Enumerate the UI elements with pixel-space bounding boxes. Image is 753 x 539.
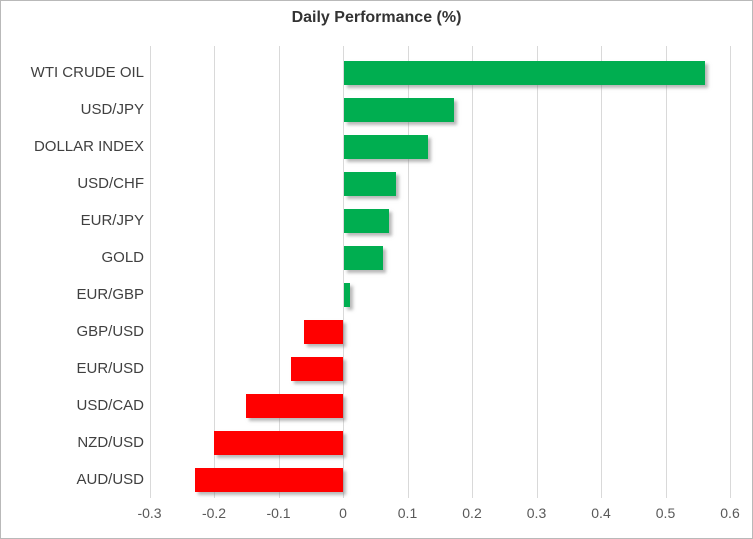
bar: [246, 394, 343, 419]
gridline: [149, 46, 151, 498]
x-tick-label: -0.1: [266, 505, 291, 521]
category-label: GBP/USD: [76, 322, 144, 340]
gridline: [601, 46, 602, 498]
bar: [304, 319, 343, 344]
bar: [344, 245, 383, 270]
bar: [344, 97, 454, 122]
gridline: [730, 46, 731, 498]
gridline: [343, 46, 344, 498]
x-tick-label: -0.3: [137, 505, 162, 521]
bar: [291, 356, 343, 381]
category-label: EUR/GBP: [76, 285, 144, 303]
bar: [344, 171, 396, 196]
category-label: EUR/USD: [76, 359, 144, 377]
category-label: USD/CHF: [77, 174, 144, 192]
gridline: [536, 46, 538, 498]
category-label: GOLD: [101, 248, 144, 266]
x-tick-label: 0.5: [655, 505, 676, 521]
bar: [344, 208, 390, 233]
category-label: USD/JPY: [80, 100, 144, 118]
category-label: WTI CRUDE OIL: [30, 63, 144, 81]
bar: [344, 60, 706, 85]
category-label: NZD/USD: [77, 434, 144, 452]
x-tick-label: -0.2: [201, 505, 227, 521]
bar: [194, 468, 343, 493]
x-tick-label: 0.1: [397, 505, 418, 521]
gridline: [472, 46, 473, 498]
category-label: DOLLAR INDEX: [33, 137, 144, 155]
bar: [344, 134, 428, 159]
x-tick-label: 0.2: [462, 505, 482, 521]
chart-title: Daily Performance (%): [291, 9, 462, 26]
category-label: USD/CAD: [76, 397, 144, 415]
category-label: AUD/USD: [76, 471, 144, 489]
category-label: EUR/JPY: [80, 211, 144, 229]
x-tick-label: 0.4: [591, 505, 611, 521]
bar: [344, 282, 351, 307]
x-tick-label: 0.6: [720, 505, 740, 521]
x-tick-label: 0.3: [526, 505, 547, 521]
x-tick-label: 0: [339, 505, 347, 521]
gridline: [407, 46, 409, 498]
bar: [214, 431, 343, 456]
gridline: [278, 46, 280, 498]
gridline: [665, 46, 667, 498]
gridline: [214, 46, 215, 498]
